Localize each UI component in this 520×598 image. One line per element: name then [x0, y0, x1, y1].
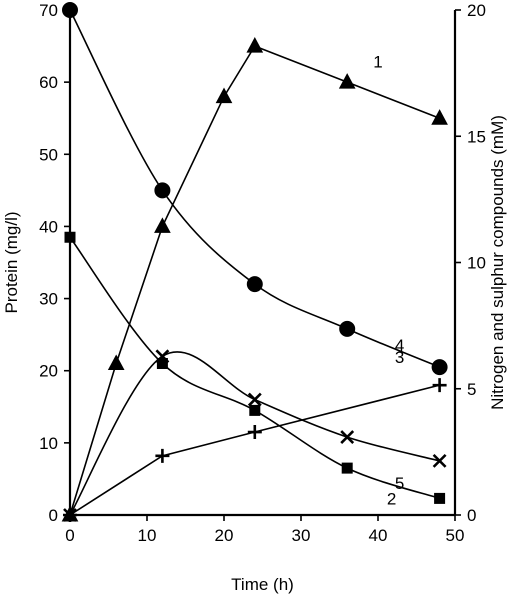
data-point-series-4 — [431, 359, 448, 376]
left-y-tick-label: 60 — [39, 73, 58, 92]
data-point-series-2 — [64, 231, 76, 243]
data-point-series-1 — [107, 354, 125, 370]
data-point-series-5 — [432, 453, 447, 468]
x-tick-label: 20 — [215, 526, 234, 545]
data-point-series-5 — [340, 430, 355, 445]
data-point-series-1 — [215, 87, 233, 104]
curve-label-5: 5 — [395, 474, 404, 493]
data-point-series-3 — [247, 425, 262, 440]
data-point-series-5 — [247, 392, 262, 407]
right-y-tick-label: 10 — [467, 254, 486, 273]
data-point-series-2 — [156, 358, 168, 369]
curve-label-3: 3 — [395, 348, 404, 367]
left-y-tick-label: 0 — [49, 506, 58, 525]
series-line-5 — [69, 351, 440, 516]
data-point-series-5 — [63, 508, 77, 522]
x-tick-label: 0 — [65, 526, 74, 545]
right-y-tick-label: 0 — [467, 506, 476, 525]
data-point-series-1 — [154, 217, 171, 233]
x-tick-label: 40 — [369, 526, 388, 545]
curve-labels: 1 2 34 5 — [373, 53, 404, 509]
data-point-series-3 — [432, 378, 447, 393]
data-point-series-1 — [431, 109, 448, 125]
right-y-tick-label: 5 — [467, 380, 476, 399]
left-y-tick-label: 70 — [39, 1, 58, 20]
data-point-series-4 — [339, 320, 356, 337]
series-line-4 — [69, 9, 440, 368]
curve-label-1: 1 — [373, 53, 382, 72]
left-y-axis-title: Protein (mg/l) — [2, 211, 21, 313]
x-axis-title: Time (h) — [231, 575, 294, 594]
data-point-series-2 — [434, 492, 446, 504]
curve-label-2: 2 — [387, 489, 396, 508]
right-y-axis-title: Nitrogen and sulphur compounds (mM) — [488, 115, 507, 410]
data-point-series-1 — [246, 37, 264, 53]
data-point-series-1 — [338, 73, 356, 89]
marker-layer — [61, 2, 448, 522]
data-point-series-4 — [62, 2, 78, 18]
right-y-tick-label: 20 — [467, 1, 486, 20]
x-tick-label: 10 — [138, 526, 157, 545]
left-y-tick-label: 40 — [39, 217, 58, 236]
left-y-tick-label: 30 — [39, 290, 58, 309]
data-point-series-2 — [249, 404, 261, 416]
x-tick-label: 30 — [292, 526, 311, 545]
data-point-series-5 — [155, 349, 170, 364]
data-point-series-2 — [341, 462, 353, 474]
data-point-series-4 — [154, 182, 171, 199]
data-point-series-3 — [155, 448, 170, 463]
x-tick-label: 50 — [446, 526, 465, 545]
data-point-series-4 — [246, 276, 263, 293]
left-y-tick-label: 50 — [39, 145, 58, 164]
series-layer — [69, 9, 440, 516]
curve-label-4: 4 — [395, 336, 404, 355]
left-y-tick-label: 20 — [39, 362, 58, 381]
left-y-tick-label: 10 — [39, 434, 58, 453]
right-y-tick-label: 15 — [467, 127, 486, 146]
series-line-3 — [69, 384, 440, 516]
